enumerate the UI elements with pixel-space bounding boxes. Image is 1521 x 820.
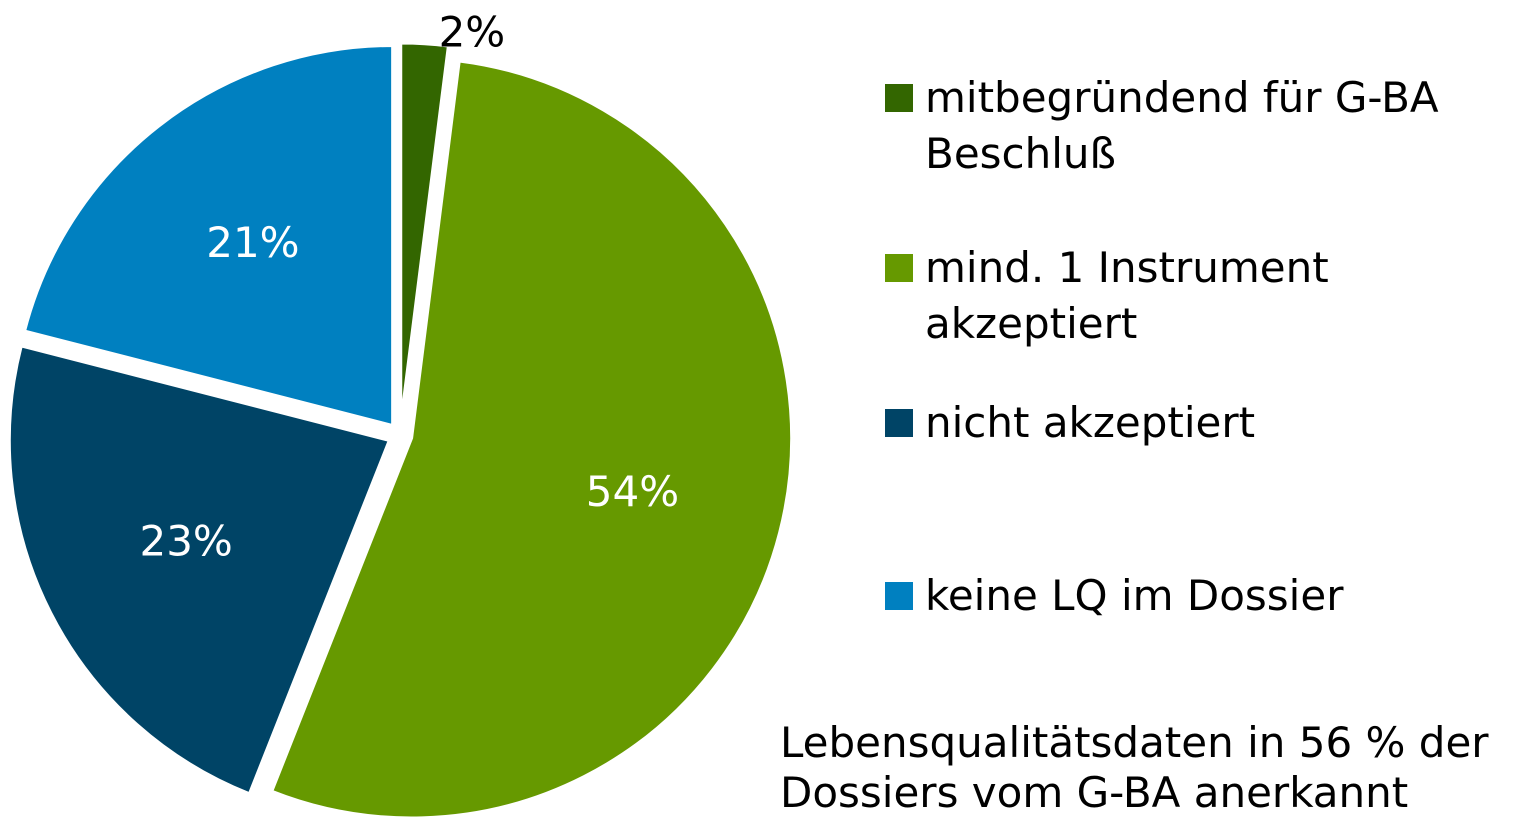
legend-entry: nicht akzeptiert <box>885 395 1505 451</box>
legend-entry: keine LQ im Dossier <box>885 568 1505 624</box>
pie-slice <box>7 344 392 796</box>
annotation: Dossiers vom G-BA anerkannt <box>780 768 1409 817</box>
pie-slice <box>22 44 395 428</box>
legend-entry: mind. 1 Instrument akzeptiert <box>885 240 1505 352</box>
data-label: 54% <box>586 467 679 516</box>
data-label: 21% <box>206 218 299 267</box>
data-label: 2% <box>439 8 506 57</box>
pie-slice <box>399 41 451 424</box>
legend-swatch <box>885 84 913 112</box>
legend-swatch <box>885 582 913 610</box>
legend-entry: mitbegründend für G-BA Beschluß <box>885 70 1505 182</box>
legend-label: mind. 1 Instrument akzeptiert <box>925 243 1329 348</box>
data-label: 23% <box>139 516 232 565</box>
legend-label: keine LQ im Dossier <box>925 571 1344 620</box>
pie-slice <box>269 59 794 820</box>
legend-swatch <box>885 254 913 282</box>
pie-chart: 2% 54% 23% 21% <box>7 8 794 820</box>
legend-label: nicht akzeptiert <box>925 398 1256 447</box>
legend-label: mitbegründend für G-BA Beschluß <box>925 73 1439 178</box>
legend-swatch <box>885 409 913 437</box>
annotation: Lebensqualitätsdaten in 56 % der <box>780 718 1489 767</box>
